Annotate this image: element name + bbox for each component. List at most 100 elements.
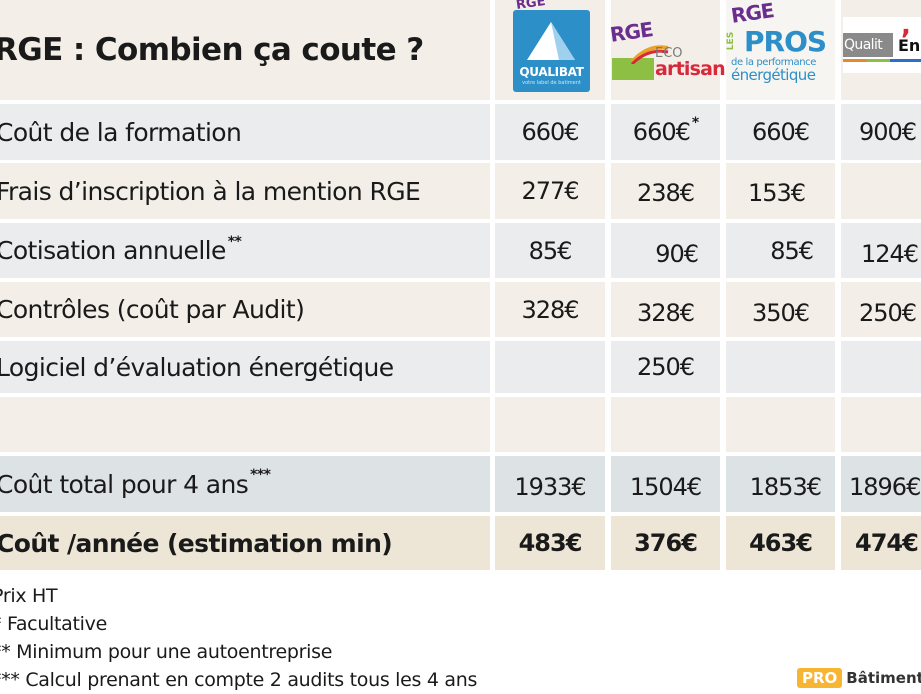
- value: 250€: [636, 353, 695, 381]
- value: 85€: [770, 236, 814, 265]
- cell-controles-ecoartisan: 328€: [611, 282, 720, 337]
- pros-les: LES: [726, 31, 737, 51]
- value: 474€: [855, 529, 919, 557]
- value: 90€: [655, 239, 699, 268]
- cell-cotisation-ecoartisan: 90€: [611, 223, 720, 278]
- value: 1853€: [749, 473, 822, 501]
- cell-annee-ecoartisan: 376€: [611, 516, 720, 570]
- footnote-prix-ht: Prix HT: [0, 585, 58, 607]
- cell-total-qualibat: 1933€: [495, 456, 605, 512]
- cell-controles-pros: 350€: [726, 282, 835, 337]
- qualitenr-grey-block: [843, 33, 893, 57]
- row-label-text: Logiciel d’évaluation énergétique: [0, 352, 394, 382]
- footnote-calcul: *** Calcul prenant en compte 2 audits to…: [0, 669, 478, 691]
- row-label-logiciel: Logiciel d’évaluation énergétique: [0, 341, 490, 393]
- cell-cotisation-qualibat: 85€: [495, 223, 605, 278]
- qualitenr-apostrophe: ,: [901, 17, 911, 41]
- cell-controles-qualibat: 328€: [495, 282, 605, 337]
- value: 900€: [859, 118, 917, 146]
- qualitenr-suffix: En: [898, 36, 921, 55]
- value: 328€: [521, 295, 579, 324]
- value: 660€: [632, 118, 691, 146]
- value: 350€: [751, 298, 810, 327]
- cell-cotisation-qualitenr: 124€: [841, 223, 921, 278]
- row-label-text: Coût total pour 4 ans: [0, 469, 249, 499]
- ecoartisan-green-block: [612, 58, 654, 80]
- row-label-cotisation: Cotisation annuelle **: [0, 223, 490, 278]
- cell-empty-qualitenr: [841, 397, 921, 452]
- cell-total-qualitenr: 1896€: [841, 456, 921, 512]
- value: 1896€: [849, 473, 921, 501]
- row-label-text: Coût de la formation: [0, 117, 242, 147]
- cell-formation-qualitenr: 900€: [841, 104, 921, 160]
- cell-formation-ecoartisan: 660€ *: [611, 104, 720, 160]
- logo-cell-ecoartisan: [611, 0, 720, 100]
- cell-logiciel-pros: [726, 341, 835, 393]
- cell-logiciel-qualitenr: [841, 341, 921, 393]
- qualitenr-line: [843, 59, 921, 62]
- pyramid-icon: [527, 22, 575, 60]
- pros-label: PROS: [744, 25, 827, 58]
- value: 376€: [634, 529, 698, 557]
- pro-badge: PRO: [797, 668, 843, 688]
- value: 328€: [636, 298, 695, 327]
- cell-cotisation-pros: 85€: [726, 223, 835, 278]
- qualitenr-logo: Qualit En ,: [843, 17, 921, 73]
- footnote-facultative: * Facultative: [0, 613, 107, 635]
- cell-controles-qualitenr: 250€: [841, 282, 921, 337]
- footnote-marker: *: [691, 115, 699, 131]
- cell-logiciel-qualibat: [495, 341, 605, 393]
- value: 483€: [518, 529, 583, 557]
- cell-annee-qualitenr: 474€: [841, 516, 921, 570]
- value: 124€: [861, 239, 919, 268]
- value: 463€: [749, 529, 813, 557]
- footnote-minimum: ** Minimum pour une autoentreprise: [0, 641, 333, 663]
- value: 660€: [751, 118, 810, 146]
- row-label-text: Cotisation annuelle: [0, 236, 226, 265]
- cell-inscription-ecoartisan: 238€: [611, 163, 720, 219]
- cell-empty-qualibat: [495, 397, 605, 452]
- cell-annee-pros: 463€: [726, 516, 835, 570]
- pro-batiment-brand: PRO Bâtiment: [797, 668, 921, 688]
- page-title: RGE : Combien ça coute ?: [0, 32, 424, 68]
- cell-formation-qualibat: 660€: [495, 104, 605, 160]
- ecoartisan-eco: ECO: [655, 46, 683, 61]
- footnote-marker: **: [227, 233, 242, 250]
- pros-sub1: de la performance: [731, 57, 817, 68]
- pros-sub2: énergétique: [731, 66, 816, 84]
- row-label-formation: Coût de la formation: [0, 104, 490, 160]
- logo-cell-pros: [726, 0, 835, 100]
- value: 1933€: [514, 473, 586, 501]
- cell-empty-pros: [726, 397, 835, 452]
- cell-logiciel-ecoartisan: 250€: [611, 341, 720, 393]
- brand-text: Bâtiment: [846, 669, 921, 687]
- value: 153€: [748, 179, 806, 207]
- value: 85€: [528, 236, 573, 265]
- row-label-text: Frais d’inscription à la mention RGE: [0, 176, 421, 206]
- value: 660€: [521, 118, 579, 146]
- value: 1504€: [629, 473, 702, 501]
- header-title-cell: RGE : Combien ça coute ?: [0, 0, 490, 100]
- row-label-text: Coût /année (estimation min): [0, 528, 393, 558]
- cell-inscription-qualitenr: [841, 163, 921, 219]
- row-label-empty: [0, 397, 490, 452]
- cell-total-ecoartisan: 1504€: [611, 456, 720, 512]
- rainbow-arc-icon: [630, 45, 669, 64]
- qualitenr-label: Qualit: [844, 37, 883, 53]
- cell-inscription-pros: 153€: [726, 163, 835, 219]
- value: 238€: [636, 179, 695, 207]
- cell-empty-ecoartisan: [611, 397, 720, 452]
- value: 250€: [859, 298, 917, 327]
- row-label-total: Coût total pour 4 ans ***: [0, 456, 490, 512]
- cell-formation-pros: 660€: [726, 104, 835, 160]
- qualibat-sub: votre label de batiment: [522, 80, 581, 86]
- cell-inscription-qualibat: 277€: [495, 163, 605, 219]
- cell-annee-qualibat: 483€: [495, 516, 605, 570]
- value: 277€: [521, 177, 579, 205]
- row-label-text: Contrôles (coût par Audit): [0, 295, 305, 324]
- row-label-inscription: Frais d’inscription à la mention RGE: [0, 163, 490, 219]
- qualibat-label: QUALIBAT: [519, 65, 584, 79]
- cell-total-pros: 1853€: [726, 456, 835, 512]
- row-label-controles: Contrôles (coût par Audit): [0, 282, 490, 337]
- qualibat-logo: QUALIBAT votre label de batiment: [513, 10, 590, 92]
